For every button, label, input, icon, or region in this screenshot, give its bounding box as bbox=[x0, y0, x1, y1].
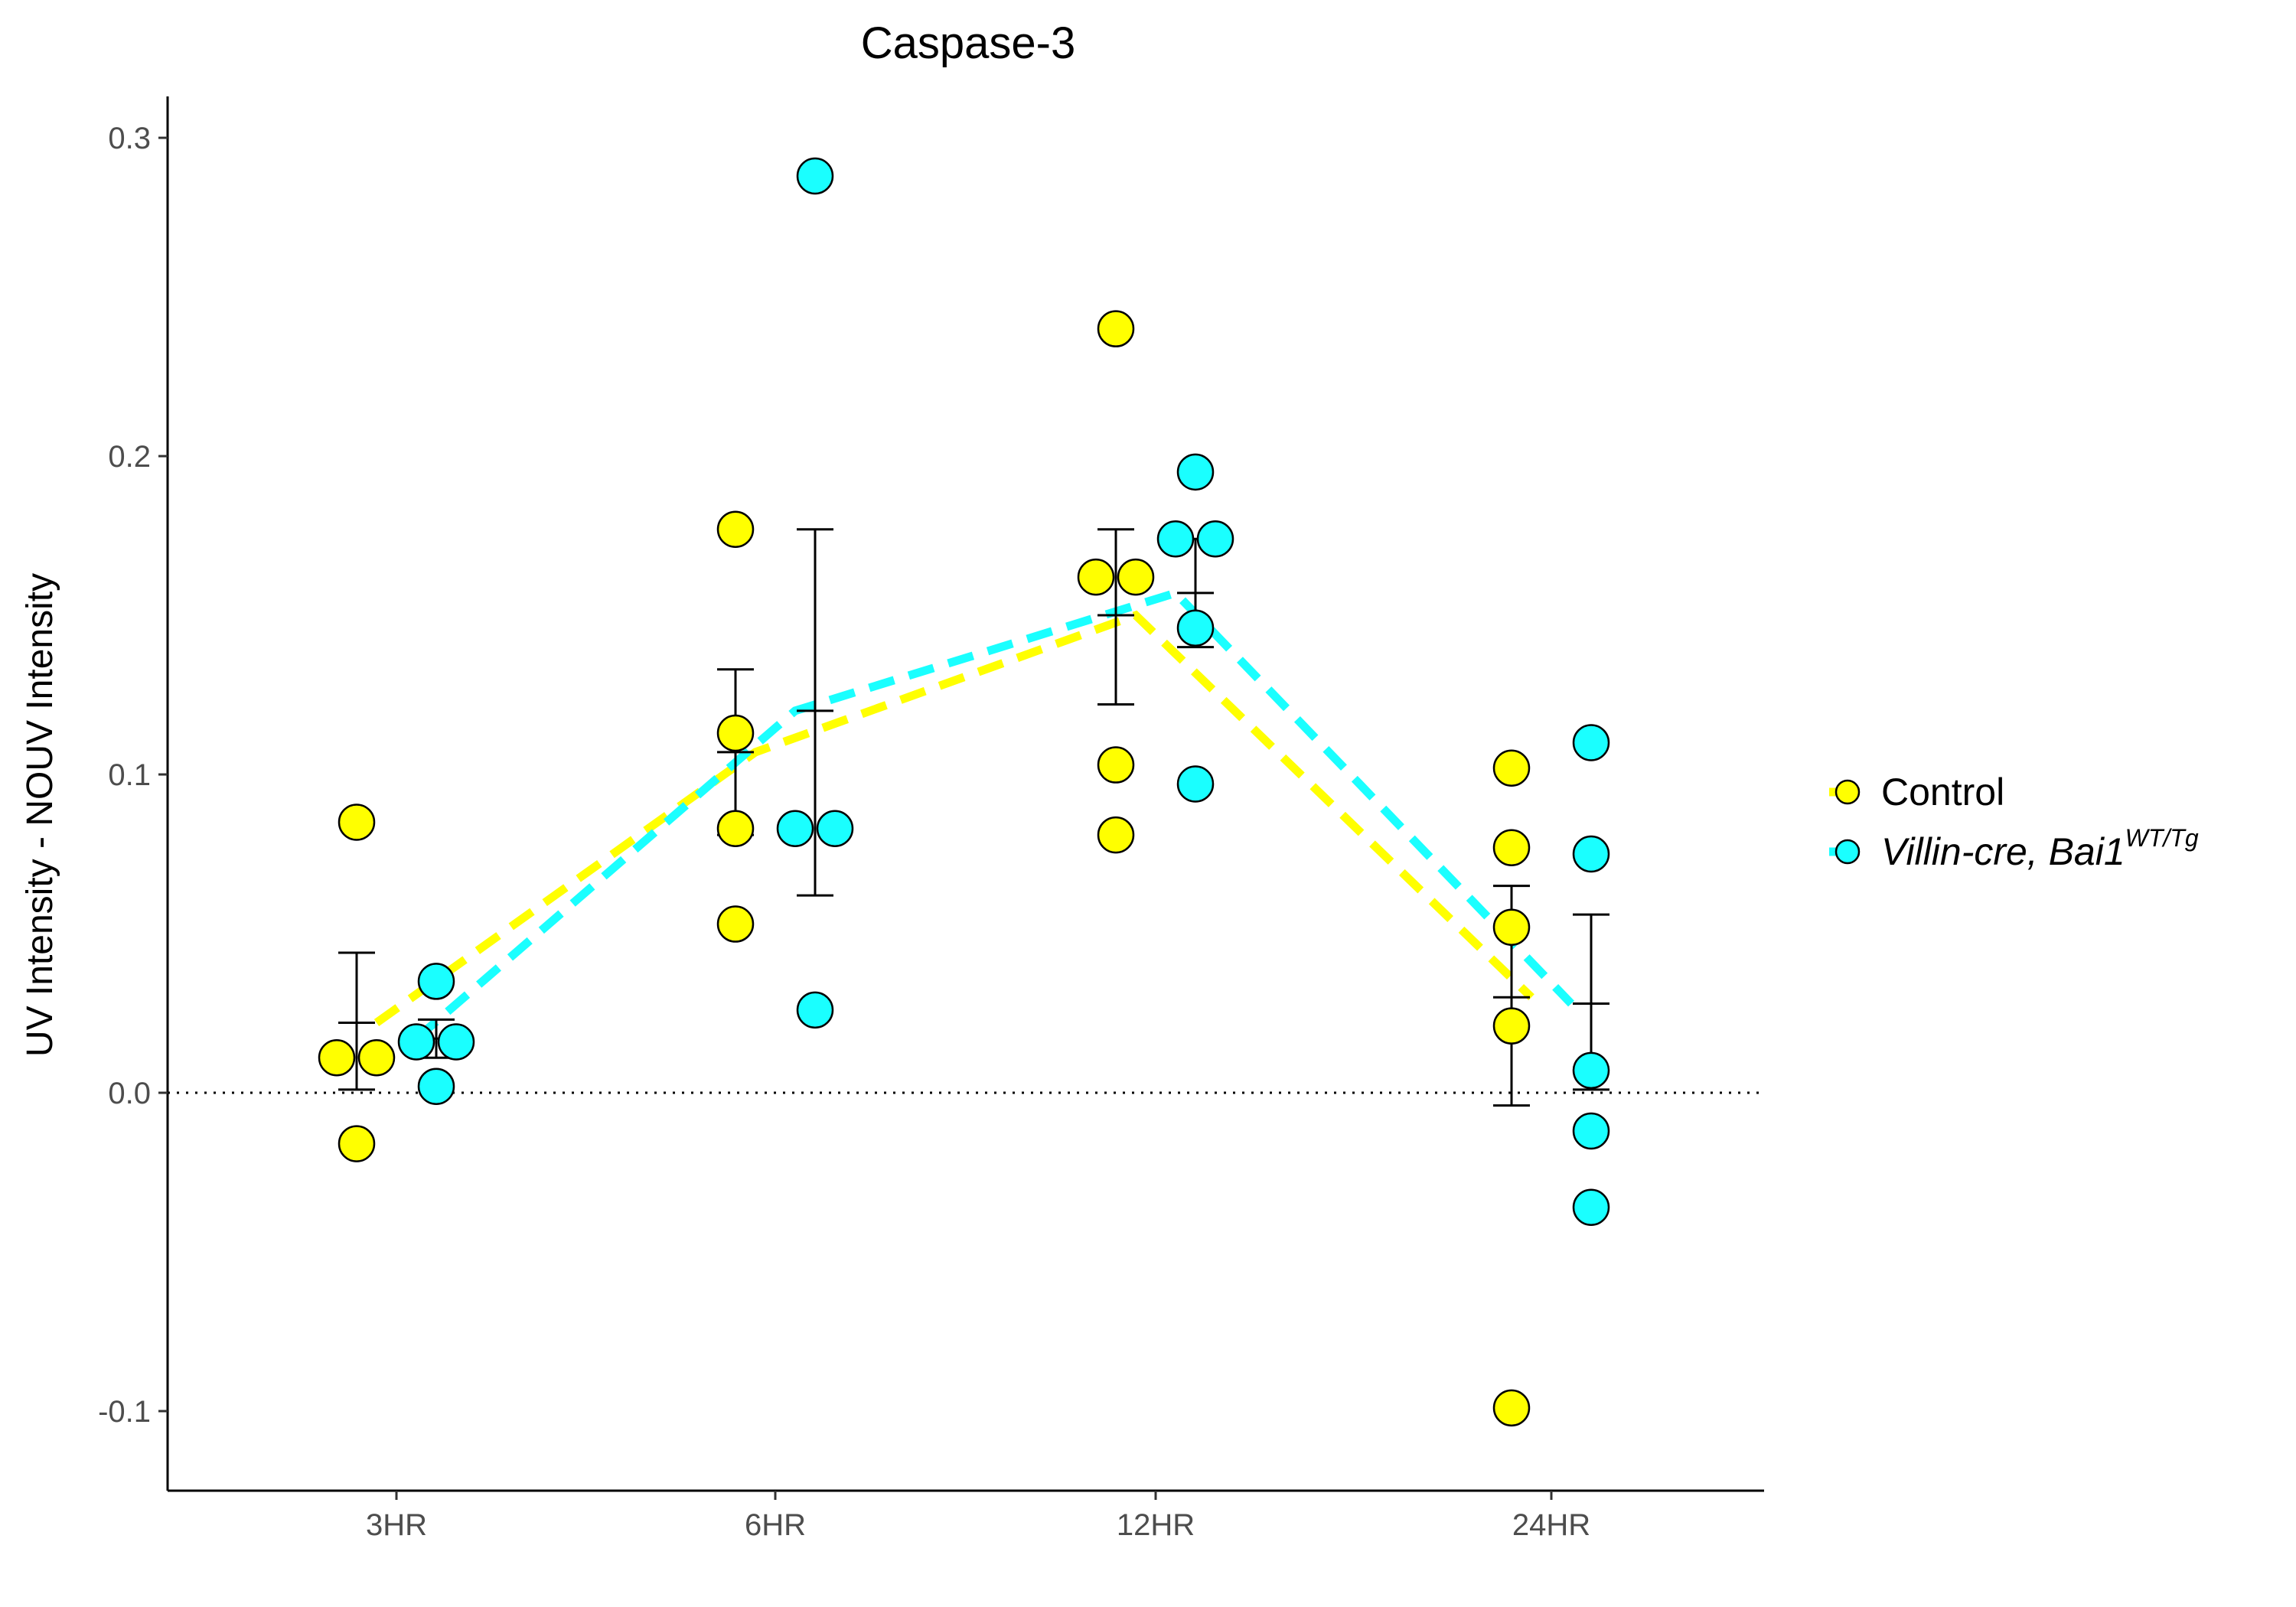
data-point-villin bbox=[437, 1023, 475, 1061]
legend: Control Villin-cre, Bai1WT/Tg bbox=[1829, 771, 2199, 873]
x-tick-label: 24HR bbox=[1512, 1508, 1590, 1542]
plot-area: -0.1 0.0 0.1 0.2 0.3 3HR 6HR 12HR 24HR bbox=[98, 96, 1764, 1542]
data-point-control bbox=[1492, 1007, 1531, 1045]
x-tick-label: 12HR bbox=[1117, 1508, 1195, 1542]
data-point-control bbox=[1492, 829, 1531, 866]
x-tick-label: 3HR bbox=[366, 1508, 427, 1542]
data-point-villin bbox=[796, 157, 834, 195]
y-tick-label: -0.1 bbox=[98, 1395, 151, 1429]
data-point-control bbox=[716, 905, 755, 943]
data-point-control bbox=[1492, 1389, 1531, 1427]
data-point-villin bbox=[796, 991, 834, 1029]
legend-label: Control bbox=[1881, 771, 2004, 813]
data-point-villin bbox=[1572, 724, 1610, 761]
data-point-villin bbox=[1176, 453, 1215, 491]
error-bar bbox=[338, 951, 375, 1091]
data-point-control bbox=[1492, 908, 1531, 946]
legend-label-superscript: WT/Tg bbox=[2125, 824, 2199, 852]
data-point-villin bbox=[1176, 609, 1215, 647]
data-point-control bbox=[1077, 558, 1115, 596]
legend-label-text: Control bbox=[1881, 771, 2004, 813]
data-point-villin bbox=[816, 810, 854, 848]
data-point-control bbox=[1492, 749, 1531, 787]
data-point-control bbox=[716, 810, 755, 848]
data-point-villin bbox=[1156, 520, 1195, 558]
data-point-villin bbox=[1572, 1188, 1610, 1227]
x-tick-label: 6HR bbox=[745, 1508, 806, 1542]
data-point-villin bbox=[1176, 765, 1215, 803]
data-point-villin bbox=[1572, 1112, 1610, 1150]
data-point-villin bbox=[417, 1068, 455, 1105]
data-point-control bbox=[1117, 558, 1155, 596]
legend-label: Villin-cre, Bai1WT/Tg bbox=[1881, 824, 2199, 873]
legend-key-point bbox=[1835, 779, 1861, 805]
data-point-control bbox=[1097, 816, 1135, 854]
error-bar bbox=[1097, 528, 1134, 706]
y-tick-label: 0.3 bbox=[108, 122, 151, 155]
data-point-villin bbox=[397, 1023, 435, 1061]
data-point-villin bbox=[776, 810, 814, 848]
data-point-control bbox=[716, 714, 755, 752]
data-point-villin bbox=[417, 963, 455, 1000]
chart-title: Caspase-3 bbox=[861, 18, 1075, 68]
data-point-control bbox=[318, 1039, 356, 1077]
legend-label-text: Villin-cre, Bai1 bbox=[1881, 830, 2125, 873]
mean-line-villin bbox=[413, 588, 1574, 1042]
data-point-control bbox=[338, 1125, 376, 1162]
mean-line-control bbox=[373, 610, 1534, 1026]
y-tick-label: 0.0 bbox=[108, 1077, 151, 1110]
y-axis-title: UV Intensity - NOUV Intensity bbox=[20, 573, 60, 1057]
legend-key-point bbox=[1835, 839, 1861, 865]
data-point-villin bbox=[1572, 1051, 1610, 1090]
y-tick-label: 0.2 bbox=[108, 440, 151, 474]
data-point-control bbox=[1097, 746, 1135, 784]
data-point-control bbox=[716, 510, 755, 548]
data-point-control bbox=[1097, 310, 1135, 347]
data-point-villin bbox=[1196, 520, 1234, 558]
y-tick-label: 0.1 bbox=[108, 758, 151, 792]
data-point-control bbox=[357, 1039, 396, 1077]
data-point-villin bbox=[1572, 835, 1610, 873]
error-bar bbox=[797, 528, 833, 897]
data-point-control bbox=[338, 804, 376, 841]
